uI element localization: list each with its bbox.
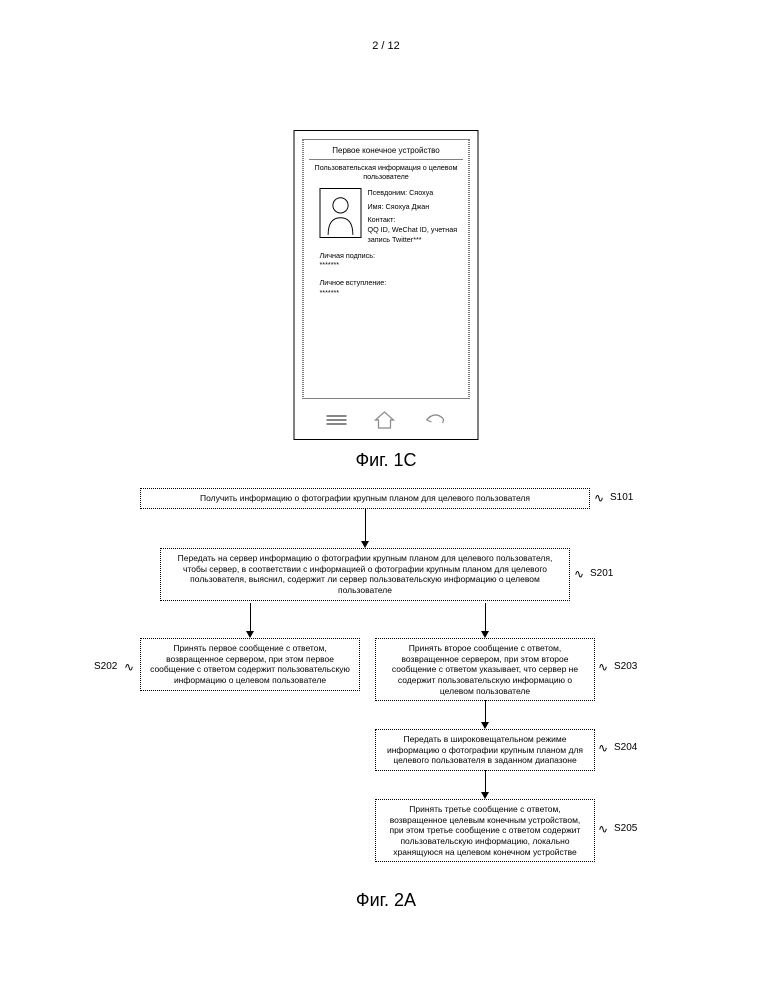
back-icon <box>422 413 446 427</box>
phone-mockup: Первое конечное устройство Пользовательс… <box>294 130 479 440</box>
step-label-s202: S202 <box>94 661 117 672</box>
connector: ∿ <box>598 823 608 835</box>
arrow-head-icon <box>481 722 489 729</box>
connector: ∿ <box>598 661 608 673</box>
step-label-s101: S101 <box>610 492 633 503</box>
profile-text: Псевдоним: Сяохуа Имя: Сяохуа Джан Конта… <box>368 188 463 245</box>
name-label: Имя: <box>368 202 384 211</box>
home-icon <box>373 411 395 429</box>
menu-icon <box>326 413 346 427</box>
nickname-label: Псевдоним: <box>368 188 408 197</box>
contact-label: Контакт: <box>368 215 396 224</box>
phone-nav-bar <box>295 411 478 429</box>
step-s202: Принять первое сообщение с ответом, возв… <box>140 638 360 691</box>
step-label-s203: S203 <box>614 661 637 672</box>
connector: ∿ <box>598 742 608 754</box>
arrow-head-icon <box>481 631 489 638</box>
signature-value: ******* <box>320 260 463 270</box>
device-title: Первое конечное устройство <box>310 144 463 160</box>
step-s201: Передать на сервер информацию о фотограф… <box>160 548 570 601</box>
arrow <box>485 603 486 633</box>
arrow <box>365 508 366 543</box>
arrow-head-icon <box>246 631 254 638</box>
arrow <box>250 603 251 633</box>
connector: ∿ <box>124 661 134 673</box>
profile-row: Псевдоним: Сяохуа Имя: Сяохуа Джан Конта… <box>310 188 463 245</box>
intro-value: ******* <box>320 288 463 298</box>
user-info-title: Пользовательская информация о целевом по… <box>310 160 463 184</box>
arrow-head-icon <box>481 792 489 799</box>
intro-label: Личное вступление: <box>320 278 463 288</box>
step-s205: Принять третье сообщение с ответом, возв… <box>375 799 595 862</box>
connector: ∿ <box>574 568 584 580</box>
step-s203: Принять второе сообщение с ответом, возв… <box>375 638 595 701</box>
nickname-value: Сяохуа <box>409 188 433 197</box>
step-label-s205: S205 <box>614 823 637 834</box>
avatar <box>320 188 362 238</box>
figure-label-2a: Фиг. 2A <box>356 890 416 911</box>
step-label-s201: S201 <box>590 568 613 579</box>
intro-block: Личное вступление: ******* <box>320 278 463 297</box>
connector: ∿ <box>594 492 604 504</box>
arrow <box>485 700 486 724</box>
step-s204: Передать в широковещательном режиме инфо… <box>375 729 595 771</box>
page-number: 2 / 12 <box>372 40 400 52</box>
figure-label-1c: Фиг. 1C <box>355 450 416 471</box>
step-s101: Получить информацию о фотографии крупным… <box>140 488 590 509</box>
phone-screen: Первое конечное устройство Пользовательс… <box>303 139 470 399</box>
name-value: Сяохуа Джан <box>386 202 430 211</box>
signature-label: Личная подпись: <box>320 251 463 261</box>
contact-value: QQ ID, WeChat ID, учетная запись Twitter… <box>368 225 463 244</box>
arrow <box>485 770 486 794</box>
signature-block: Личная подпись: ******* <box>320 251 463 270</box>
arrow-head-icon <box>361 541 369 548</box>
step-label-s204: S204 <box>614 742 637 753</box>
